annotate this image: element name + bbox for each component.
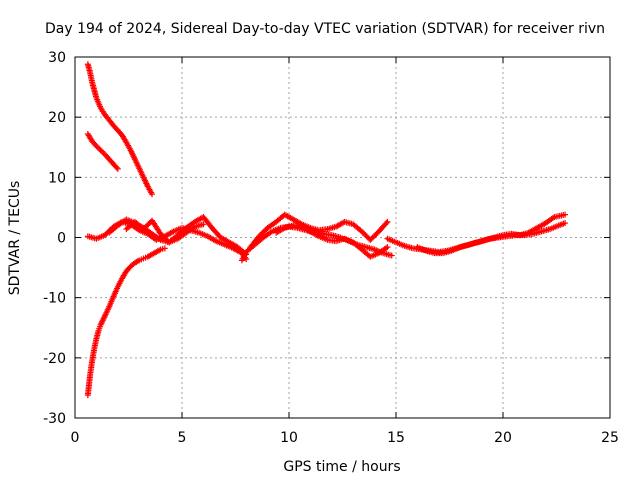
data-point <box>383 220 390 227</box>
data-point <box>97 147 104 154</box>
y-axis-label: SDTVAR / TECUs <box>7 181 23 296</box>
y-tick-label: 30 <box>48 50 66 66</box>
x-tick-label: 15 <box>387 430 405 446</box>
y-tick-label: 20 <box>48 110 66 126</box>
x-axis-label: GPS time / hours <box>283 459 400 475</box>
series-track-lower <box>84 245 168 399</box>
data-point <box>113 164 120 171</box>
data-point <box>200 221 207 228</box>
data-point <box>388 252 395 259</box>
data-point <box>562 211 569 218</box>
x-tick-label: 20 <box>494 430 512 446</box>
series-track-right-b <box>414 211 569 257</box>
series-track-upper-mid <box>84 131 121 172</box>
data-point <box>149 191 156 198</box>
series-track-upper-high <box>84 61 156 198</box>
y-tick-label: -20 <box>43 351 66 367</box>
x-tick-label: 5 <box>178 430 187 446</box>
x-tick-label: 10 <box>280 430 298 446</box>
series-track-band-c <box>123 217 207 246</box>
data-point <box>161 245 168 252</box>
series-track-band-f <box>273 222 391 260</box>
data-point <box>384 218 391 225</box>
data-point <box>562 220 569 227</box>
y-tick-label: 0 <box>57 231 66 247</box>
y-tick-label: -30 <box>43 411 66 427</box>
x-tick-labels: 0 5 10 15 20 25 <box>71 430 619 446</box>
data-point <box>114 165 121 172</box>
data-point <box>384 244 391 251</box>
y-tick-label: 10 <box>48 170 66 186</box>
data-point <box>96 145 103 152</box>
y-tick-labels: -30 -20 -10 0 10 20 30 <box>43 50 66 427</box>
chart-title: Day 194 of 2024, Sidereal Day-to-day VTE… <box>45 21 605 37</box>
axis-ticks <box>74 56 611 419</box>
y-tick-label: -10 <box>43 291 66 307</box>
x-tick-label: 25 <box>601 430 619 446</box>
x-tick-label: 0 <box>71 430 80 446</box>
data-points <box>84 61 569 399</box>
series-track-band-e <box>247 211 391 251</box>
series-track-band-b <box>106 214 250 258</box>
data-point <box>99 148 106 155</box>
